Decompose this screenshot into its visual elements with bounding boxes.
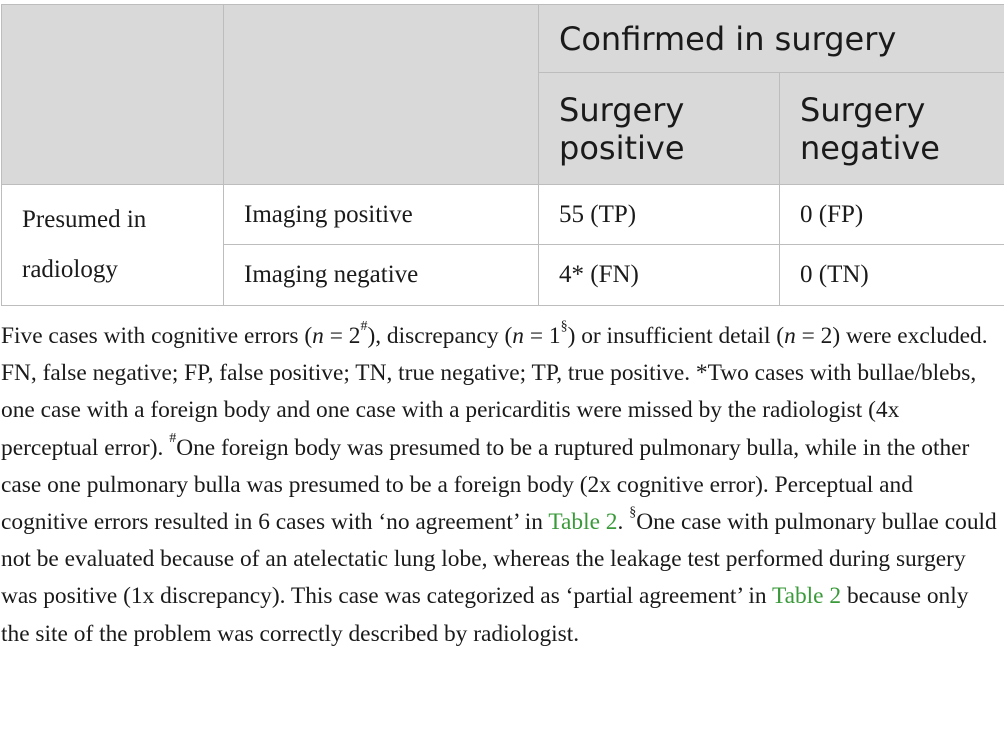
cell-value: 0 (TN) xyxy=(779,244,1004,306)
header-confirmed-in-surgery: Confirmed in surgery xyxy=(538,4,1004,73)
cell-value: 4* (FN) xyxy=(538,244,780,306)
row-label: Imaging positive xyxy=(223,184,539,245)
table-2-link[interactable]: Table 2 xyxy=(771,583,842,610)
row-label: Imaging negative xyxy=(223,244,539,306)
footnote-abbreviations: FN, false negative; FP, false positive; … xyxy=(1,360,997,647)
results-table: Confirmed in surgery Surgery positive Su… xyxy=(1,4,1004,306)
header-surgery-positive: Surgery positive xyxy=(538,72,780,185)
cell-value: 0 (FP) xyxy=(779,184,1004,245)
footnote-exclusions: Five cases with cognitive errors (n = 2#… xyxy=(1,319,988,350)
table-row: Imaging negative 4* (FN) 0 (TN) xyxy=(2,244,1004,306)
table-2-link[interactable]: Table 2 xyxy=(548,509,618,536)
row-group-label: Presumed in radiology xyxy=(1,184,224,306)
header-empty-cell-2 xyxy=(223,4,539,185)
cell-value: 55 (TP) xyxy=(538,184,780,245)
table-footnotes: Five cases with cognitive errors (n = 2#… xyxy=(1,318,1001,653)
table-row: Presumed in radiology Imaging positive 5… xyxy=(1,184,1004,306)
header-empty-cell-1 xyxy=(1,4,224,185)
header-surgery-negative: Surgery negative xyxy=(779,72,1004,185)
